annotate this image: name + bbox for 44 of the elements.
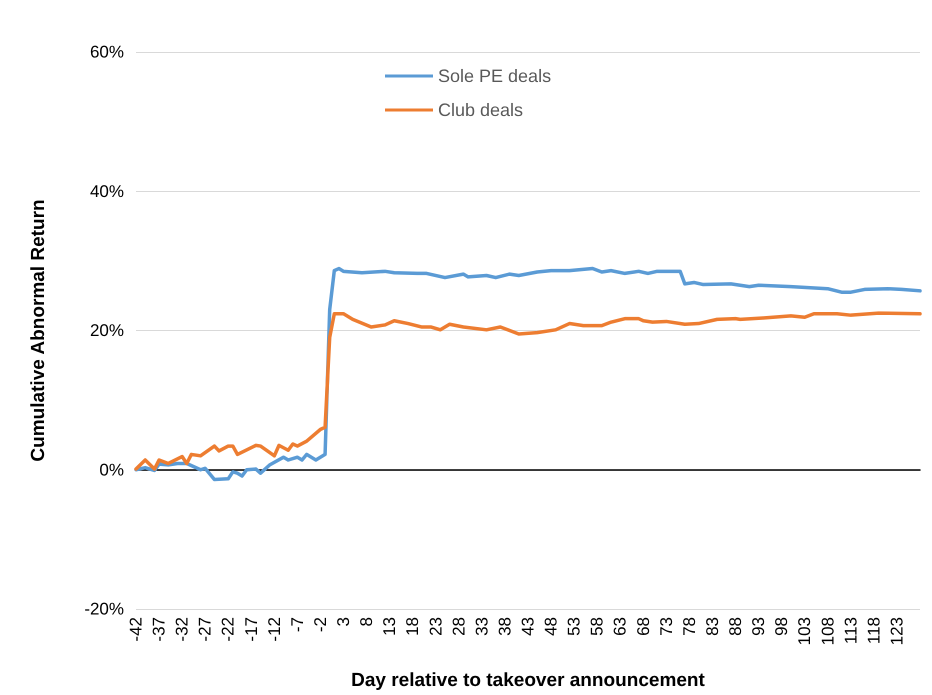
x-tick-label: -22 bbox=[218, 617, 238, 642]
x-tick-label: -7 bbox=[288, 617, 307, 632]
x-tick-label: 123 bbox=[887, 617, 906, 646]
x-tick-label: 118 bbox=[864, 617, 884, 644]
x-tick-label: 73 bbox=[656, 617, 676, 636]
x-tick-label: 93 bbox=[749, 617, 768, 636]
x-tick-label: 83 bbox=[702, 617, 722, 636]
x-tick-label: 8 bbox=[357, 617, 376, 626]
x-tick-label: 18 bbox=[403, 617, 422, 636]
y-axis-title: Cumulative Abnormal Return bbox=[28, 199, 49, 462]
x-tick-label: 68 bbox=[634, 617, 653, 636]
y-tick-label: 40% bbox=[90, 182, 124, 201]
x-tick-label: 88 bbox=[726, 617, 746, 636]
x-tick-label: 58 bbox=[588, 617, 607, 636]
y-tick-label: 0% bbox=[99, 460, 124, 480]
x-tick-label: 113 bbox=[841, 617, 860, 644]
x-tick-label: 3 bbox=[334, 617, 354, 626]
legend-label: Sole PE deals bbox=[438, 66, 552, 86]
x-tick-label: 33 bbox=[472, 617, 492, 636]
x-tick-label: 103 bbox=[795, 617, 814, 646]
x-tick-label: 98 bbox=[772, 617, 792, 636]
x-tick-label: 28 bbox=[449, 617, 468, 636]
x-tick-label: 43 bbox=[518, 617, 538, 636]
y-tick-label: 60% bbox=[90, 42, 124, 62]
y-tick-label: -20% bbox=[84, 600, 124, 618]
y-tick-label: 20% bbox=[90, 321, 124, 340]
x-tick-label: -27 bbox=[196, 617, 215, 642]
x-tick-label: -17 bbox=[242, 617, 261, 642]
x-tick-label: 78 bbox=[680, 617, 699, 636]
x-tick-label: 23 bbox=[426, 617, 446, 636]
x-tick-label: -42 bbox=[126, 617, 146, 642]
x-tick-label: 53 bbox=[564, 617, 584, 636]
line-series bbox=[134, 311, 922, 471]
x-tick-label: 108 bbox=[818, 617, 838, 646]
x-tick-label: 63 bbox=[610, 617, 630, 636]
x-tick-label: 13 bbox=[380, 617, 400, 636]
x-tick-label: -37 bbox=[150, 617, 169, 642]
x-tick-label: 38 bbox=[495, 617, 514, 636]
x-tick-label: -32 bbox=[172, 617, 192, 642]
legend-label: Club deals bbox=[438, 100, 524, 120]
x-tick-label: -12 bbox=[264, 617, 284, 642]
x-tick-label: -2 bbox=[310, 617, 330, 632]
x-tick-label: 48 bbox=[542, 617, 561, 636]
x-axis-title: Day relative to takeover announcement bbox=[351, 670, 706, 691]
